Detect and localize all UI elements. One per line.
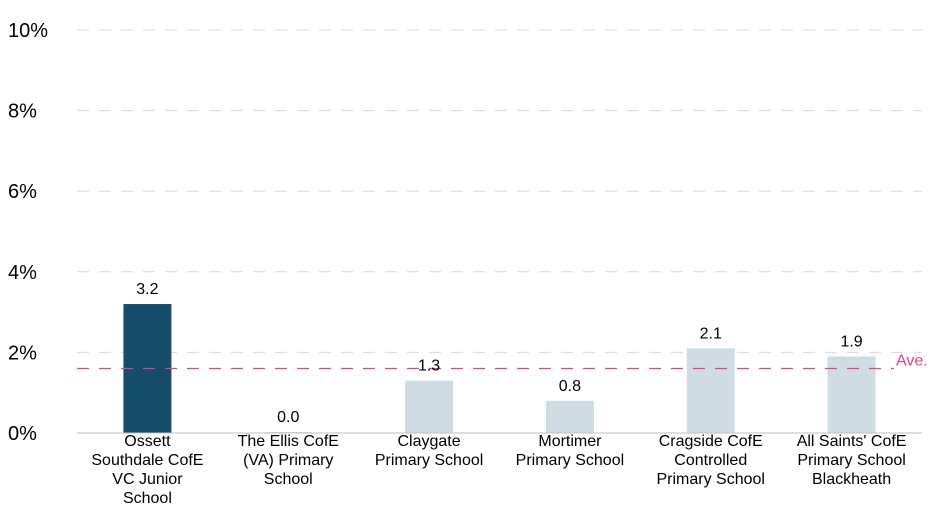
data-label: 0.0 (277, 409, 299, 426)
y-tick-label: 0% (8, 423, 37, 445)
category-label: Claygate Primary School (375, 433, 483, 469)
bar (405, 380, 454, 433)
average-label: Ave. (896, 353, 928, 370)
category-label-line: VC Junior (112, 471, 183, 488)
category-label-line: Claygate (398, 433, 461, 450)
category-label: Mortimer Primary School (516, 433, 624, 469)
category-label-line: Primary School (797, 452, 905, 469)
category-label: All Saints' CofE Primary School Blackheath (797, 433, 907, 488)
category-label-line: All Saints' CofE (797, 433, 907, 450)
category-label: The Ellis CofE (VA) Primary School (238, 433, 339, 488)
gridlines (77, 29, 922, 353)
category-label: Cragside CofE Controlled Primary School (657, 433, 765, 488)
category-label-line: School (264, 471, 313, 488)
category-label-line: School (123, 490, 172, 507)
category-label-line: Ossett (124, 433, 171, 450)
data-label: 2.1 (700, 325, 722, 342)
bar (686, 348, 735, 433)
y-tick-label: 10% (8, 20, 48, 42)
category-label-line: Primary School (375, 452, 483, 469)
category-label-line: Cragside CofE (659, 433, 763, 450)
y-axis-tick-labels: 0% 2% 4% 6% 8% 10% (8, 20, 48, 445)
category-label: Ossett Southdale CofE VC Junior School (91, 433, 203, 507)
category-label-line: Primary School (516, 452, 624, 469)
y-tick-label: 8% (8, 101, 37, 123)
category-label-line: The Ellis CofE (238, 433, 339, 450)
average-line-group: Ave. (77, 353, 928, 370)
category-label-line: Mortimer (538, 433, 602, 450)
y-tick-label: 2% (8, 342, 37, 364)
bar (827, 356, 876, 433)
category-label-line: Blackheath (812, 471, 891, 488)
data-label: 3.2 (136, 281, 158, 298)
data-labels: 3.2 0.0 1.3 0.8 2.1 1.9 (136, 281, 863, 426)
y-tick-label: 4% (8, 262, 37, 284)
bar (545, 400, 594, 433)
category-label-line: Southdale CofE (91, 452, 203, 469)
y-tick-label: 6% (8, 181, 37, 203)
data-label: 0.8 (559, 378, 581, 395)
data-label: 1.9 (840, 333, 862, 350)
data-label: 1.3 (418, 358, 440, 375)
category-label-line: (VA) Primary (243, 452, 333, 469)
category-label-line: Primary School (657, 471, 765, 488)
category-label-line: Controlled (674, 452, 747, 469)
